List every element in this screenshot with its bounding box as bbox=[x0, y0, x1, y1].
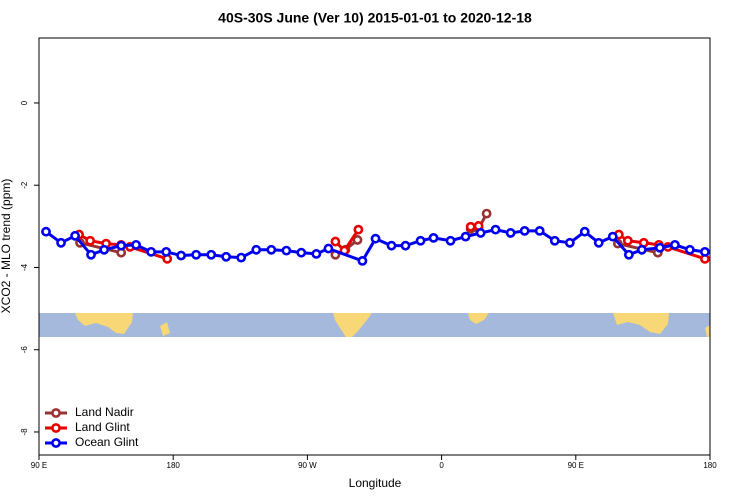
legend-marker bbox=[51, 438, 61, 448]
data-point bbox=[323, 243, 334, 254]
x-tick-label: 180 bbox=[167, 461, 181, 470]
data-point bbox=[400, 240, 411, 251]
data-point bbox=[191, 249, 202, 260]
data-point bbox=[281, 245, 292, 256]
data-point bbox=[85, 235, 96, 246]
data-point bbox=[460, 231, 471, 242]
data-point bbox=[549, 235, 560, 246]
data-point bbox=[622, 235, 633, 246]
data-point bbox=[86, 249, 96, 260]
y-axis-label: XCO2 - MLO trend (ppm) bbox=[0, 179, 13, 314]
data-point bbox=[131, 239, 141, 250]
series bbox=[41, 224, 710, 266]
data-point bbox=[251, 244, 262, 255]
data-point bbox=[636, 244, 647, 255]
data-point bbox=[475, 228, 486, 238]
data-point bbox=[206, 249, 217, 260]
data-point bbox=[56, 237, 66, 248]
plot-frame bbox=[38, 37, 711, 456]
legend-label: Land Glint bbox=[75, 420, 130, 434]
x-tick-label: 90 E bbox=[568, 461, 584, 470]
y-tick-label: -6 bbox=[20, 346, 29, 354]
data-point bbox=[579, 226, 590, 237]
data-point bbox=[519, 225, 530, 236]
data-point bbox=[353, 224, 364, 235]
data-point bbox=[465, 221, 476, 232]
data-point bbox=[564, 237, 575, 248]
land bbox=[160, 322, 170, 336]
data-point bbox=[445, 235, 456, 246]
data-point bbox=[428, 232, 439, 243]
data-point bbox=[176, 250, 187, 261]
data-point bbox=[352, 235, 363, 245]
land bbox=[75, 313, 133, 334]
x-tick-label: 90 E bbox=[31, 461, 47, 470]
x-tick-label: 180 bbox=[703, 461, 717, 470]
legend-label: Land Nadir bbox=[75, 405, 134, 419]
y-tick-label: -2 bbox=[20, 181, 29, 189]
data-point bbox=[330, 236, 341, 247]
x-axis-label: Longitude bbox=[349, 476, 402, 490]
data-point bbox=[654, 242, 665, 253]
data-point bbox=[41, 226, 51, 237]
legend-marker bbox=[51, 423, 61, 433]
data-point bbox=[370, 233, 381, 244]
data-point bbox=[505, 228, 516, 238]
data-point bbox=[607, 231, 618, 242]
data-point bbox=[415, 235, 426, 246]
data-point bbox=[266, 244, 277, 255]
legend-marker bbox=[51, 408, 61, 418]
y-tick-label: -8 bbox=[20, 428, 29, 436]
land bbox=[613, 313, 669, 334]
map-strip bbox=[39, 313, 710, 337]
ocean-band bbox=[39, 313, 710, 337]
data-point bbox=[534, 225, 545, 236]
legend-label: Ocean Glint bbox=[75, 435, 139, 449]
data-point bbox=[593, 237, 604, 248]
x-tick-label: 0 bbox=[439, 461, 444, 470]
chart-title: 40S-30S June (Ver 10) 2015-01-01 to 2020… bbox=[218, 10, 532, 26]
data-point bbox=[99, 244, 110, 255]
land bbox=[468, 313, 489, 324]
land bbox=[705, 325, 710, 337]
data-point bbox=[700, 246, 710, 257]
data-point bbox=[221, 251, 232, 262]
y-tick-label: 0 bbox=[20, 100, 29, 105]
data-point bbox=[670, 239, 680, 250]
data-point bbox=[490, 224, 501, 235]
data-point bbox=[357, 255, 368, 266]
data-point bbox=[386, 240, 397, 251]
data-point bbox=[116, 240, 127, 251]
land bbox=[333, 313, 372, 337]
data-point bbox=[684, 244, 695, 255]
data-point bbox=[236, 252, 247, 263]
data-point bbox=[481, 208, 492, 219]
data-point bbox=[296, 247, 307, 258]
y-tick-label: -4 bbox=[20, 263, 29, 271]
data-point bbox=[623, 249, 634, 260]
data-point bbox=[161, 246, 172, 257]
data-point bbox=[311, 249, 322, 259]
data-point bbox=[146, 246, 157, 257]
data-point bbox=[70, 230, 80, 241]
x-tick-label: 90 W bbox=[298, 461, 317, 470]
